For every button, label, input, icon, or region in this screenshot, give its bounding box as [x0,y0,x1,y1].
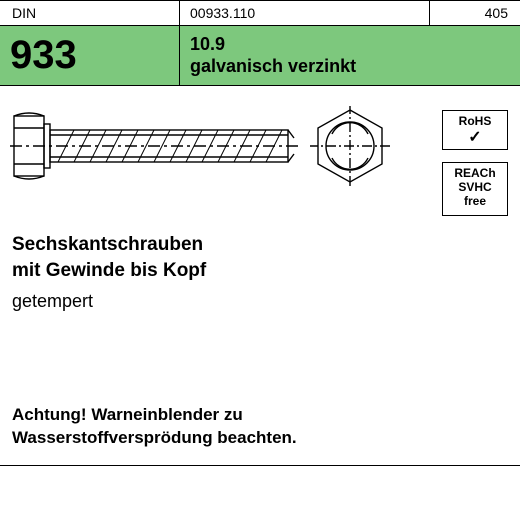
warn-line2: Wasserstoffversprödung beachten. [12,427,297,450]
warning-block: Achtung! Warneinblender zu Wasserstoffve… [12,404,297,450]
green-right: 10.9 galvanisch verzinkt [180,26,520,86]
desc-line3: getempert [12,289,206,313]
reach-line2: SVHC [445,181,505,195]
check-icon: ✓ [445,129,505,147]
reach-line1: REACh [445,167,505,181]
bolt-end-view-icon [310,106,390,186]
desc-line2: mit Gewinde bis Kopf [12,258,206,284]
rohs-label: RoHS [445,115,505,129]
reach-badge: REACh SVHC free [442,162,508,216]
bolt-side-view-icon [10,104,300,188]
reach-line3: free [445,195,505,209]
warn-line1: Achtung! Warneinblender zu [12,404,297,427]
header-row: DIN 00933.110 405 [0,0,520,26]
bottom-divider [0,465,520,466]
header-right-code: 405 [430,1,520,25]
rohs-badge: RoHS ✓ [442,110,508,150]
green-row: 933 10.9 galvanisch verzinkt [0,26,520,86]
desc-line1: Sechskantschrauben [12,232,206,258]
description-block: Sechskantschrauben mit Gewinde bis Kopf … [12,232,206,314]
grade: 10.9 [190,34,520,56]
header-din-label: DIN [0,1,180,25]
header-part-code: 00933.110 [180,1,430,25]
din-number: 933 [0,26,180,86]
finish: galvanisch verzinkt [190,56,520,78]
